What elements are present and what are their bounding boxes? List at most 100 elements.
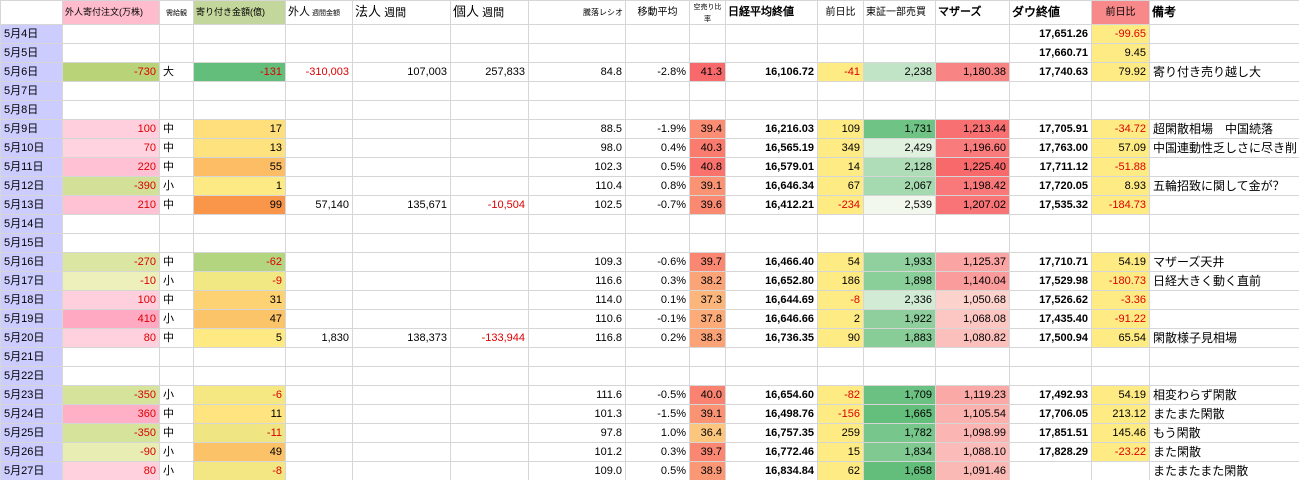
cell-ma[interactable]: -1.5% bbox=[625, 404, 690, 425]
cell-ma[interactable]: 0.4% bbox=[625, 138, 690, 159]
cell-dow[interactable] bbox=[1009, 233, 1092, 254]
cell-indiv_wk[interactable] bbox=[450, 271, 529, 292]
cell-open_amt[interactable]: -62 bbox=[193, 252, 286, 273]
cell-dow_chg[interactable] bbox=[1091, 347, 1150, 368]
cell-ratio[interactable] bbox=[528, 347, 626, 368]
column-header-nikkei[interactable]: 日経平均終値 bbox=[725, 0, 818, 26]
cell-nikkei_chg[interactable]: 90 bbox=[817, 328, 864, 349]
cell-remarks[interactable]: またまたまた閑散 bbox=[1149, 461, 1299, 480]
cell-foreign_wk[interactable] bbox=[285, 214, 353, 235]
cell-dow_chg[interactable]: 54.19 bbox=[1091, 385, 1150, 406]
cell-orders[interactable] bbox=[62, 100, 160, 121]
cell-mothers[interactable]: 1,091.46 bbox=[935, 461, 1010, 480]
row-header-date[interactable]: 5月6日 bbox=[0, 62, 63, 83]
cell-size[interactable] bbox=[159, 43, 194, 64]
cell-remarks[interactable] bbox=[1149, 43, 1299, 64]
cell-nikkei[interactable] bbox=[725, 347, 818, 368]
cell-ma[interactable]: 0.5% bbox=[625, 461, 690, 480]
cell-remarks[interactable] bbox=[1149, 157, 1299, 178]
cell-tse_vol[interactable]: 2,539 bbox=[863, 195, 936, 216]
cell-corp_wk[interactable] bbox=[352, 271, 451, 292]
cell-orders[interactable]: -350 bbox=[62, 423, 160, 444]
cell-ratio[interactable] bbox=[528, 100, 626, 121]
cell-foreign_wk[interactable] bbox=[285, 290, 353, 311]
row-header-date[interactable]: 5月19日 bbox=[0, 309, 63, 330]
cell-foreign_wk[interactable]: -310,003 bbox=[285, 62, 353, 83]
cell-ratio[interactable]: 114.0 bbox=[528, 290, 626, 311]
cell-ma[interactable] bbox=[625, 233, 690, 254]
cell-nikkei_chg[interactable] bbox=[817, 366, 864, 387]
row-header-date[interactable]: 5月7日 bbox=[0, 81, 63, 102]
cell-ratio[interactable]: 102.5 bbox=[528, 195, 626, 216]
cell-ratio[interactable]: 116.8 bbox=[528, 328, 626, 349]
cell-corp_wk[interactable] bbox=[352, 309, 451, 330]
column-header-ma[interactable]: 移動平均 bbox=[625, 0, 690, 26]
cell-nikkei_chg[interactable]: -82 bbox=[817, 385, 864, 406]
cell-corp_wk[interactable] bbox=[352, 423, 451, 444]
cell-remarks[interactable]: マザーズ天井 bbox=[1149, 252, 1299, 273]
cell-corp_wk[interactable] bbox=[352, 385, 451, 406]
cell-tse_vol[interactable]: 1,883 bbox=[863, 328, 936, 349]
column-header-dow_chg[interactable]: 前日比 bbox=[1091, 0, 1150, 26]
cell-orders[interactable]: 210 bbox=[62, 195, 160, 216]
cell-orders[interactable]: -90 bbox=[62, 442, 160, 463]
cell-open_amt[interactable] bbox=[193, 366, 286, 387]
cell-dow_chg[interactable]: -180.73 bbox=[1091, 271, 1150, 292]
cell-orders[interactable]: 220 bbox=[62, 157, 160, 178]
cell-ma[interactable]: 0.3% bbox=[625, 271, 690, 292]
cell-indiv_wk[interactable] bbox=[450, 252, 529, 273]
cell-tse_vol[interactable]: 2,238 bbox=[863, 62, 936, 83]
cell-orders[interactable] bbox=[62, 43, 160, 64]
cell-nikkei_chg[interactable] bbox=[817, 100, 864, 121]
cell-nikkei_chg[interactable] bbox=[817, 214, 864, 235]
cell-corp_wk[interactable]: 138,373 bbox=[352, 328, 451, 349]
cell-nikkei_chg[interactable]: -234 bbox=[817, 195, 864, 216]
cell-short_ratio[interactable] bbox=[689, 81, 726, 102]
cell-short_ratio[interactable]: 37.3 bbox=[689, 290, 726, 311]
cell-nikkei[interactable]: 16,498.76 bbox=[725, 404, 818, 425]
cell-ma[interactable] bbox=[625, 100, 690, 121]
cell-foreign_wk[interactable] bbox=[285, 442, 353, 463]
cell-orders[interactable] bbox=[62, 81, 160, 102]
cell-size[interactable] bbox=[159, 233, 194, 254]
cell-tse_vol[interactable] bbox=[863, 347, 936, 368]
cell-open_amt[interactable]: 49 bbox=[193, 442, 286, 463]
cell-nikkei[interactable]: 16,565.19 bbox=[725, 138, 818, 159]
cell-mothers[interactable]: 1,140.04 bbox=[935, 271, 1010, 292]
cell-open_amt[interactable] bbox=[193, 347, 286, 368]
cell-nikkei[interactable]: 16,736.35 bbox=[725, 328, 818, 349]
cell-dow_chg[interactable] bbox=[1091, 461, 1150, 480]
column-header-nikkei_chg[interactable]: 前日比 bbox=[817, 0, 864, 26]
cell-short_ratio[interactable]: 39.4 bbox=[689, 119, 726, 140]
cell-remarks[interactable]: 五輪招致に関して金が？ bbox=[1149, 176, 1299, 197]
cell-nikkei_chg[interactable]: -8 bbox=[817, 290, 864, 311]
cell-size[interactable]: 小 bbox=[159, 271, 194, 292]
cell-nikkei_chg[interactable] bbox=[817, 81, 864, 102]
row-header-date[interactable]: 5月13日 bbox=[0, 195, 63, 216]
cell-mothers[interactable]: 1,068.08 bbox=[935, 309, 1010, 330]
cell-corp_wk[interactable] bbox=[352, 43, 451, 64]
cell-nikkei_chg[interactable] bbox=[817, 43, 864, 64]
column-header-orders[interactable]: 外人寄付注文(万株) bbox=[62, 0, 160, 26]
cell-remarks[interactable] bbox=[1149, 366, 1299, 387]
cell-mothers[interactable]: 1,125.37 bbox=[935, 252, 1010, 273]
cell-ma[interactable]: 0.8% bbox=[625, 176, 690, 197]
cell-nikkei[interactable]: 16,644.69 bbox=[725, 290, 818, 311]
cell-remarks[interactable]: 日経大きく動く直前 bbox=[1149, 271, 1299, 292]
cell-ratio[interactable]: 98.0 bbox=[528, 138, 626, 159]
cell-nikkei[interactable] bbox=[725, 81, 818, 102]
cell-dow_chg[interactable]: -51.88 bbox=[1091, 157, 1150, 178]
cell-short_ratio[interactable] bbox=[689, 366, 726, 387]
row-header-date[interactable]: 5月17日 bbox=[0, 271, 63, 292]
cell-dow[interactable]: 17,660.71 bbox=[1009, 43, 1092, 64]
cell-corp_wk[interactable] bbox=[352, 461, 451, 480]
cell-open_amt[interactable] bbox=[193, 214, 286, 235]
cell-remarks[interactable]: 寄り付き売り越し大 bbox=[1149, 62, 1299, 83]
cell-ratio[interactable]: 102.3 bbox=[528, 157, 626, 178]
cell-nikkei_chg[interactable]: 15 bbox=[817, 442, 864, 463]
cell-ma[interactable]: 0.3% bbox=[625, 442, 690, 463]
cell-mothers[interactable]: 1,088.10 bbox=[935, 442, 1010, 463]
cell-corp_wk[interactable]: 135,671 bbox=[352, 195, 451, 216]
cell-nikkei_chg[interactable]: 259 bbox=[817, 423, 864, 444]
cell-short_ratio[interactable]: 41.3 bbox=[689, 62, 726, 83]
